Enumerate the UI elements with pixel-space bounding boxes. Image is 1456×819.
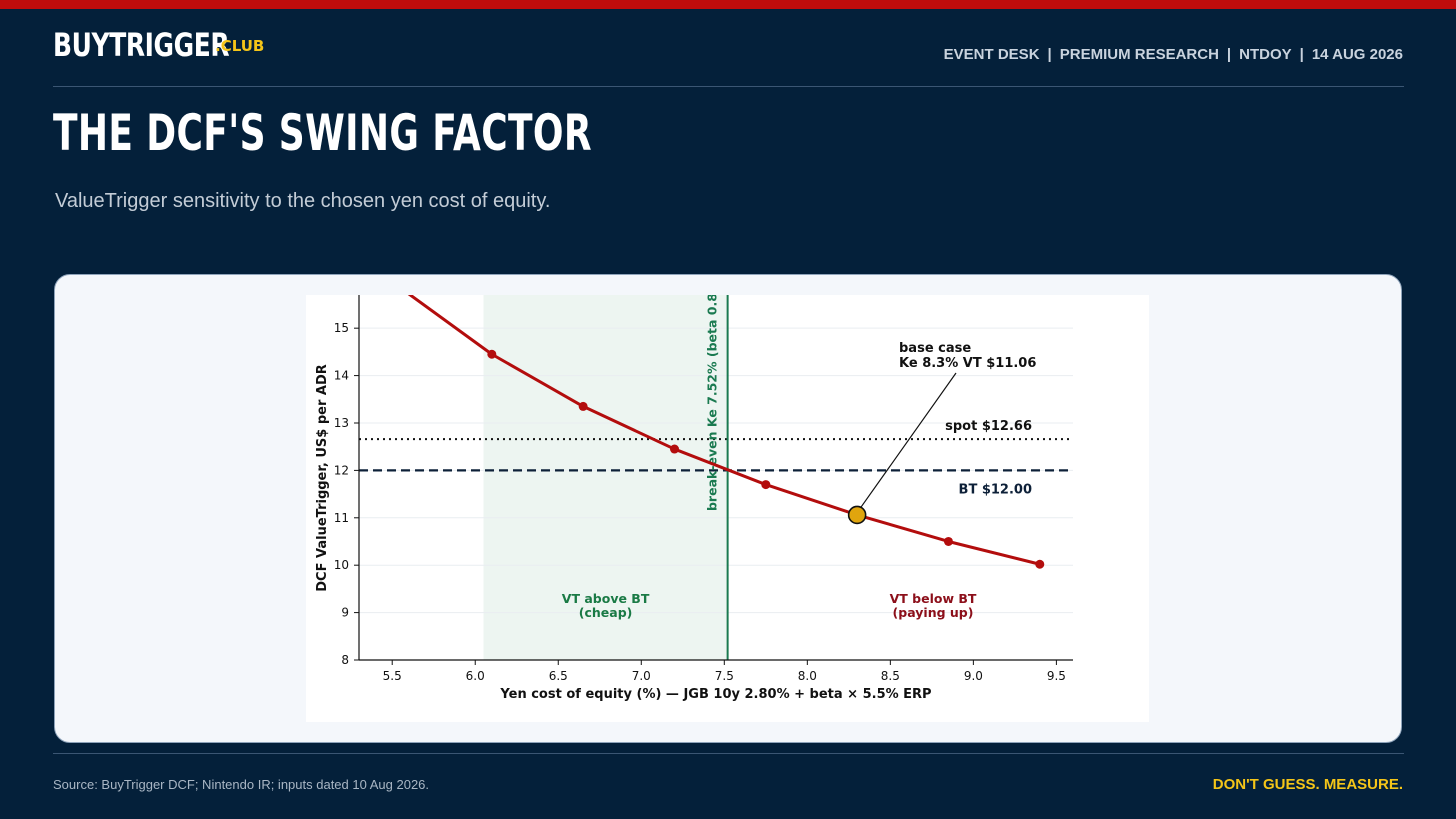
y-tick-label: 10 <box>334 558 349 572</box>
x-tick-label: 6.5 <box>549 669 568 683</box>
base-case-label-line1: base case <box>899 341 971 356</box>
x-tick-label: 7.5 <box>715 669 734 683</box>
cheap-annotation-line2: (cheap) <box>579 605 633 620</box>
buy-trigger-label: BT $12.00 <box>959 482 1032 497</box>
meta-separator: | <box>1226 46 1232 63</box>
vt-curve <box>407 295 1041 566</box>
x-axis-label: Yen cost of equity (%) — JGB 10y 2.80% +… <box>499 687 931 702</box>
cheap-annotation-line1: VT above BT <box>562 591 650 606</box>
header-meta: EVENT DESK | PREMIUM RESEARCH | NTDOY | 14 AUG… <box>944 46 1403 63</box>
cheap-region-band <box>483 295 728 660</box>
meta-ticker: NTDOY <box>1239 46 1292 63</box>
y-tick-label: 9 <box>341 606 349 620</box>
y-tick-label: 14 <box>334 369 349 383</box>
x-tick-label: 8.0 <box>798 669 817 683</box>
brand-name: BUYTRIGGER <box>53 26 230 64</box>
x-tick-label: 9.0 <box>964 669 983 683</box>
y-tick-label: 15 <box>334 321 349 335</box>
vt-point <box>669 444 679 454</box>
vt-point <box>1035 559 1045 569</box>
y-tick-label: 13 <box>334 416 349 430</box>
meta-separator: | <box>1299 46 1304 63</box>
page-subtitle: ValueTrigger sensitivity to the chosen y… <box>55 190 551 212</box>
page-title: THE DCF'S SWING FACTOR <box>53 104 592 162</box>
brand-tld: .CLUB <box>215 37 265 55</box>
vt-point <box>578 401 588 411</box>
y-axis-label: DCF ValueTrigger, US$ per ADR <box>315 364 330 592</box>
paying-up-annotation-line2: (paying up) <box>893 605 974 620</box>
meta-separator: | <box>1047 46 1052 63</box>
vt-point <box>487 349 497 359</box>
header-divider <box>53 86 1404 87</box>
x-tick-label: 7.0 <box>632 669 651 683</box>
base-case-label-line2: Ke 8.3% VT $11.06 <box>899 356 1036 371</box>
top-accent-bar <box>0 0 1456 9</box>
x-tick-label: 9.5 <box>1047 669 1066 683</box>
y-tick-label: 12 <box>334 463 349 477</box>
y-tick-label: 8 <box>341 653 349 667</box>
paying-up-annotation-line1: VT below BT <box>890 591 977 606</box>
x-tick-label: 6.0 <box>466 669 485 683</box>
base-case-marker <box>847 505 867 525</box>
spot-label: spot $12.66 <box>945 419 1032 434</box>
x-tick-label: 5.5 <box>383 669 402 683</box>
chart-svg: break-even Ke 7.52% (beta 0.86) base case… <box>315 295 1073 702</box>
meta-tier: PREMIUM RESEARCH <box>1059 46 1219 63</box>
meta-date: 14 AUG 2026 <box>1311 46 1403 63</box>
brand-logo[interactable]: BUYTRIGGER .CLUB <box>53 26 279 66</box>
breakeven-label: break-even Ke 7.52% (beta 0.86) <box>705 295 720 511</box>
base-case-leader <box>860 372 957 508</box>
y-tick-label: 11 <box>334 511 349 525</box>
source-note: Source: BuyTrigger DCF; Nintendo IR; inp… <box>53 777 430 792</box>
meta-desk: EVENT DESK <box>943 46 1040 63</box>
tagline: DON'T GUESS. MEASURE. <box>1212 776 1403 793</box>
x-tick-label: 8.5 <box>881 669 900 683</box>
vt-point <box>943 536 953 546</box>
chart-panel: break-even Ke 7.52% (beta 0.86) base case… <box>306 295 1149 722</box>
footer-divider <box>53 753 1404 754</box>
vt-point <box>761 480 771 490</box>
